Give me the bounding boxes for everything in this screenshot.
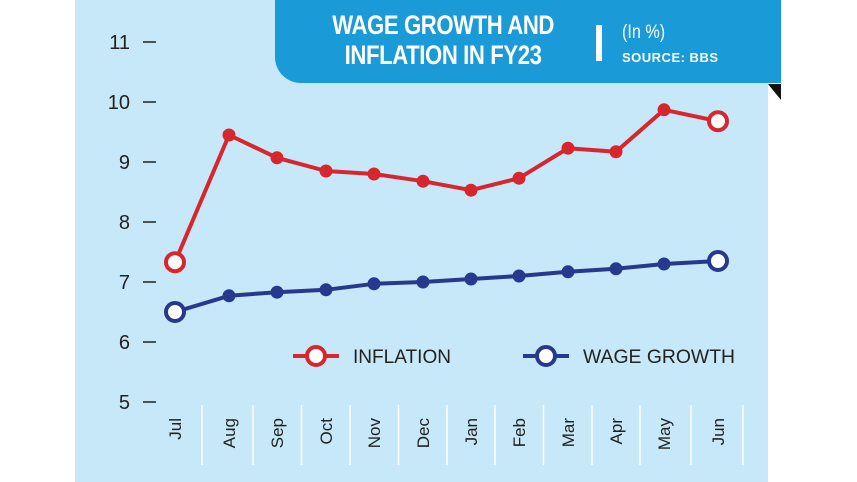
title-separator [596, 25, 602, 61]
x-tick-label: Dec [414, 418, 433, 449]
data-point [609, 262, 623, 276]
x-tick-label: Jan [462, 418, 481, 445]
legend-label: INFLATION [353, 347, 451, 368]
data-point [270, 151, 284, 165]
data-point [164, 301, 186, 323]
x-tick-label: Mar [559, 418, 578, 448]
data-point [222, 289, 236, 303]
series-line-0 [173, 107, 719, 263]
data-point [164, 251, 186, 274]
data-point [512, 171, 526, 185]
title-line-2: INFLATION IN FY23 [344, 40, 542, 70]
data-point [512, 269, 526, 283]
legend-marker [535, 345, 557, 367]
data-point [270, 285, 284, 299]
x-tick-label: Aug [220, 418, 239, 448]
series-line-1 [174, 259, 719, 314]
x-tick-label: Sep [268, 418, 287, 448]
title-banner [275, 0, 781, 83]
y-tick-label: 11 [109, 32, 130, 54]
chart-title: WAGE GROWTH AND INFLATION IN FY23 [316, 10, 570, 70]
x-tick-label: Oct [317, 418, 336, 445]
x-tick-label: Feb [510, 418, 529, 447]
data-point [657, 103, 671, 117]
data-point [367, 167, 381, 181]
x-tick-label: Jul [166, 418, 185, 440]
data-point [561, 265, 575, 279]
data-point [416, 174, 430, 188]
data-point [464, 183, 478, 197]
banner-fold [768, 84, 781, 100]
data-point [464, 272, 478, 286]
data-point [609, 145, 623, 159]
unit-label: (In %) [622, 22, 666, 43]
data-point [319, 283, 333, 297]
data-point [657, 257, 671, 271]
data-point [416, 275, 430, 289]
y-tick-label: 7 [119, 272, 130, 294]
x-tick-label: Apr [607, 418, 626, 445]
data-point [367, 277, 381, 291]
y-tick-label: 6 [119, 332, 130, 354]
legend-label: WAGE GROWTH [583, 347, 735, 368]
y-tick-label: 10 [108, 92, 130, 114]
y-tick-label: 9 [119, 152, 130, 174]
x-tick-label: Jun [709, 418, 728, 445]
y-tick-label: 8 [119, 212, 130, 234]
data-point [222, 128, 236, 142]
y-tick-label: 5 [119, 392, 130, 414]
x-tick-label: May [655, 418, 674, 451]
data-point [561, 141, 575, 155]
data-point [319, 164, 333, 178]
x-tick-label: Nov [365, 418, 384, 449]
source-label: SOURCE: BBS [622, 50, 719, 65]
data-point [707, 250, 729, 272]
title-line-1: WAGE GROWTH AND [332, 10, 554, 40]
data-point [707, 110, 729, 133]
legend-marker [305, 345, 327, 367]
